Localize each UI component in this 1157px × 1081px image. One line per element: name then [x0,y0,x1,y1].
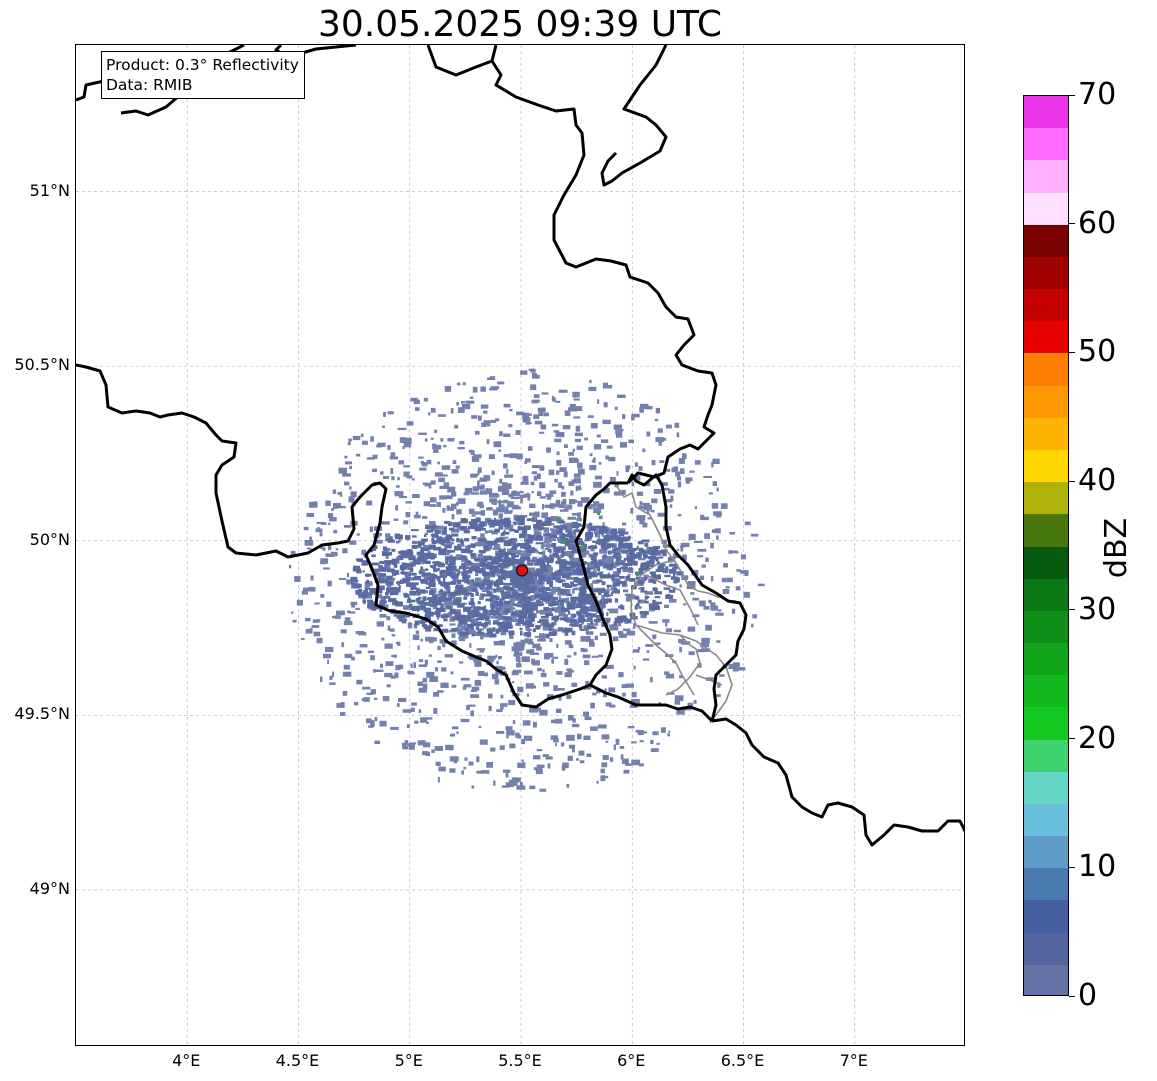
latitude-tick-label: 50.5°N [14,355,70,375]
reflectivity-echoes [288,368,765,792]
colorbar-tick-mark [1069,351,1075,353]
colorbar-tick-mark [1069,480,1075,482]
longitude-tick-label: 4.5°E [275,1051,320,1070]
colorbar-swatch [1024,675,1068,708]
longitude-tick-label: 5°E [394,1051,423,1070]
colorbar-swatch [1024,385,1068,419]
radar-site-marker [516,564,529,577]
colorbar-swatch [1024,353,1068,387]
colorbar-tick-label: 20 [1078,720,1117,756]
colorbar-swatch [1024,900,1068,934]
colorbar-tick-mark [1069,866,1075,868]
colorbar-tick-label: 40 [1078,463,1117,499]
colorbar-swatch [1024,868,1068,902]
product-info-box: Product: 0.3° Reflectivity Data: RMIB [101,51,305,99]
colorbar-tick-label: 10 [1078,849,1117,885]
border-be-lu [574,481,628,686]
colorbar-tick-mark [1069,995,1075,997]
latitude-tick-label: 49°N [29,878,70,898]
colorbar-swatch [1024,224,1068,258]
strong-echo-pixel [636,573,639,576]
colorbar-swatch [1024,932,1068,966]
colorbar-swatch [1024,836,1068,869]
strong-echo-pixel [558,518,561,521]
strong-echo-pixel [562,541,565,544]
colorbar-swatch [1024,803,1068,837]
colorbar-tick-mark [1069,94,1075,96]
colorbar-swatch [1024,514,1068,548]
product-label: Product: 0.3° Reflectivity [106,56,299,74]
colorbar-tick-label: 0 [1078,978,1098,1013]
colorbar-tick-mark [1069,738,1075,740]
border-fr-de [711,717,964,847]
colorbar-swatch [1024,192,1068,226]
data-source-label: Data: RMIB [106,76,193,94]
colorbar-swatch [1024,707,1068,741]
colorbar-swatch [1024,128,1068,161]
colorbar-tick-label: 70 [1078,77,1117,112]
radar-map [75,44,965,1046]
colorbar-tick-mark [1069,223,1075,225]
colorbar-swatch [1024,964,1068,995]
country-borders [76,45,964,847]
colorbar-tick-label: 30 [1078,591,1117,627]
latitude-tick-label: 50°N [29,529,70,549]
colorbar-title: dBZ [1099,517,1134,579]
longitude-tick-label: 7°E [839,1051,868,1070]
colorbar-swatch [1024,417,1068,451]
colorbar-swatch [1024,643,1068,676]
colorbar-swatch [1024,739,1068,773]
map-title: 30.05.2025 09:39 UTC [317,4,723,45]
colorbar-tick-mark [1069,609,1075,611]
colorbar-swatch [1024,256,1068,290]
colorbar-swatch [1024,160,1068,194]
latitude-tick-label: 49.5°N [14,704,70,724]
map-canvas [76,45,964,1045]
echo-core [350,515,684,639]
colorbar-swatch [1024,96,1068,129]
colorbar-tick-label: 60 [1078,205,1117,241]
colorbar-swatch [1024,610,1068,644]
longitude-tick-label: 6°E [617,1051,646,1070]
dbz-colorbar [1023,95,1069,996]
border-fr-be [76,363,591,709]
canton-border-lines [615,484,733,724]
colorbar-swatch [1024,289,1068,322]
luxembourg-canton-borders [615,484,733,724]
colorbar-swatch [1024,321,1068,355]
strong-echo-pixel [581,545,584,548]
border-de-enclave [600,45,668,187]
colorbar-swatch [1024,546,1068,580]
strong-echo-pixel [597,512,600,515]
colorbar-swatch [1024,578,1068,612]
longitude-tick-label: 5.5°E [498,1051,542,1070]
colorbar-swatch [1024,449,1068,483]
border-lu-de [626,473,748,722]
longitude-tick-label: 4°E [172,1051,201,1070]
border-be-de-east [426,45,718,485]
colorbar-swatch [1024,482,1068,515]
colorbar-swatch [1024,771,1068,805]
longitude-tick-label: 6.5°E [720,1051,765,1070]
latitude-tick-label: 51°N [29,180,70,200]
border-lu-fr [589,683,714,723]
colorbar-tick-label: 50 [1078,334,1117,370]
